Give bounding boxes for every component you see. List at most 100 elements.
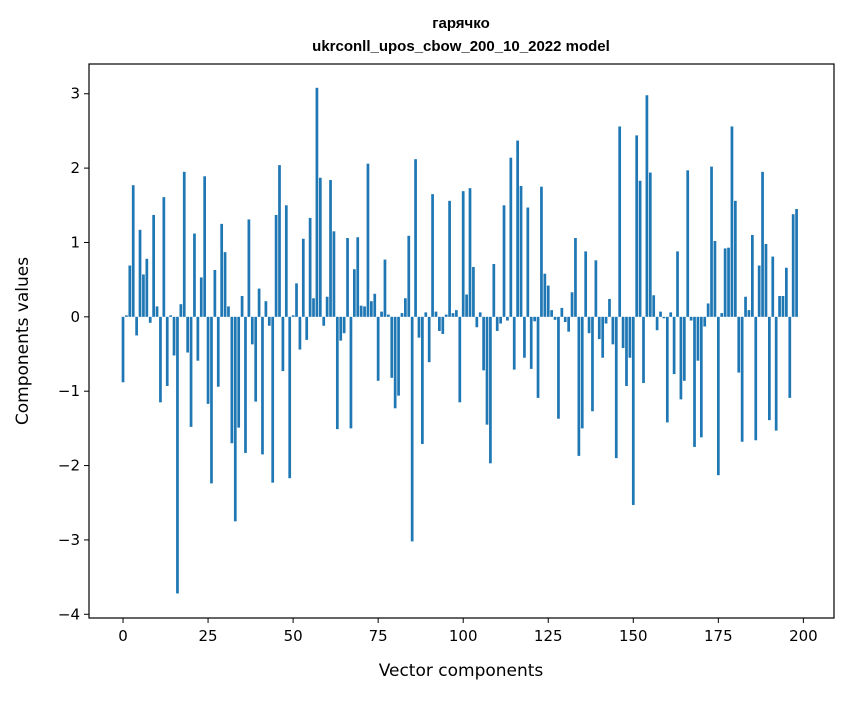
bar-71: [363, 306, 366, 317]
bar-34: [237, 316, 241, 428]
bar-179: [730, 126, 734, 317]
y-tick-label: 1: [70, 233, 80, 251]
bar-82: [400, 313, 404, 317]
bar-161: [669, 312, 673, 317]
bar-73: [369, 301, 373, 317]
bar-87: [417, 316, 421, 338]
bar-40: [257, 288, 261, 317]
bar-80: [393, 316, 397, 409]
bar-153: [642, 316, 645, 384]
bar-4: [135, 316, 138, 336]
bar-47: [281, 316, 285, 372]
bar-154: [645, 95, 649, 317]
bar-56: [312, 298, 315, 317]
bar-57: [315, 87, 319, 317]
bar-21: [193, 233, 196, 317]
plot-frame: [88, 63, 835, 619]
bar-45: [274, 214, 278, 317]
bar-2: [128, 265, 132, 317]
bar-77: [383, 259, 387, 317]
bar-42: [264, 301, 268, 317]
bar-52: [298, 316, 302, 350]
bar-59: [322, 316, 326, 326]
x-tick-label: 125: [534, 627, 563, 645]
bar-32: [230, 316, 234, 444]
bar-140: [597, 316, 601, 340]
bar-17: [179, 304, 183, 317]
bar-180: [733, 200, 737, 317]
bar-7: [145, 258, 149, 317]
bar-150: [631, 316, 635, 505]
bar-148: [625, 316, 628, 386]
bar-49: [288, 316, 292, 479]
bar-169: [696, 316, 700, 361]
bar-193: [778, 296, 781, 317]
bar-141: [601, 316, 605, 358]
bar-58: [318, 177, 322, 317]
bar-167: [689, 316, 693, 321]
bar-134: [577, 316, 581, 456]
bar-6: [142, 274, 145, 317]
bar-198: [795, 209, 798, 317]
bar-27: [213, 269, 217, 317]
bar-188: [761, 171, 764, 317]
bar-192: [774, 316, 778, 431]
bar-66: [346, 238, 349, 317]
bar-93: [438, 316, 441, 331]
bar-98: [455, 310, 458, 317]
bar-9: [152, 214, 155, 317]
bar-38: [250, 316, 254, 345]
bar-35: [240, 296, 244, 317]
x-tick-label: 175: [704, 627, 733, 645]
bar-158: [659, 311, 662, 317]
bar-143: [608, 298, 611, 317]
bar-176: [720, 313, 724, 317]
bar-131: [567, 316, 571, 332]
bar-67: [349, 316, 353, 429]
bar-63: [335, 316, 339, 430]
bar-89: [424, 312, 428, 317]
bar-168: [693, 316, 696, 447]
bar-109: [492, 264, 496, 317]
y-tick-label: −1: [58, 382, 80, 400]
bar-54: [305, 316, 309, 340]
bar-16: [176, 316, 179, 594]
bar-163: [676, 251, 679, 317]
bar-65: [342, 316, 346, 334]
bar-76: [380, 311, 383, 317]
bar-125: [546, 285, 550, 317]
bar-0: [121, 316, 125, 383]
bar-104: [475, 316, 479, 328]
bar-15: [172, 316, 176, 356]
bar-182: [740, 316, 744, 442]
x-tick-label: 0: [118, 627, 128, 645]
bar-170: [699, 316, 703, 438]
bar-189: [764, 243, 768, 317]
x-axis-ticks: 0 25 50 75 100 125 150 175 200: [118, 618, 818, 645]
bar-68: [352, 269, 356, 317]
bar-156: [652, 295, 656, 317]
bar-105: [478, 312, 482, 317]
y-tick-label: −2: [58, 457, 80, 475]
bar-102: [468, 188, 472, 317]
bar-132: [570, 292, 574, 317]
bar-29: [220, 223, 224, 317]
bar-103: [472, 267, 475, 317]
bar-123: [540, 186, 543, 317]
bar-120: [529, 316, 533, 369]
bar-138: [591, 316, 594, 412]
bar-145: [614, 316, 618, 459]
bar-119: [526, 207, 530, 317]
bar-99: [458, 316, 462, 403]
bar-81: [397, 316, 400, 396]
bar-13: [165, 316, 169, 386]
bar-23: [199, 277, 203, 317]
bar-91: [431, 194, 434, 317]
bar-149: [628, 316, 632, 358]
bar-53: [301, 238, 305, 317]
y-axis-label: Components values: [13, 257, 33, 425]
bar-164: [679, 316, 683, 400]
bar-10: [155, 306, 159, 317]
